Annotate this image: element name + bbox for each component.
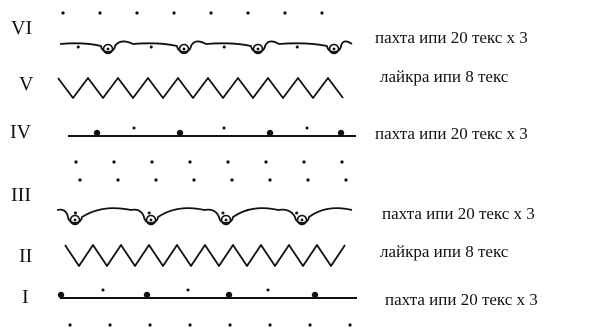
needle-dot-row-bottom <box>228 323 232 327</box>
yarn-label-row-i: пахта ипи 20 текс х 3 <box>385 290 538 309</box>
yarn-row-vi <box>59 40 353 53</box>
yarn-row-vi-loop <box>328 43 340 55</box>
row-numeral-i: I <box>22 286 29 308</box>
yarn-row-vi-loop <box>252 43 264 55</box>
yarn-row-iv-dot <box>132 126 136 130</box>
yarn-row-vi-loop-center <box>332 47 336 51</box>
needle-dot-row-top <box>98 11 102 15</box>
needle-dot-row-middle-1 <box>74 160 78 164</box>
row-numeral-iv: IV <box>10 121 32 143</box>
yarn-row-vi-loop-center <box>256 47 260 51</box>
needle-dot-row-middle-1 <box>264 160 268 164</box>
needle-dot-row-top <box>283 11 287 15</box>
yarn-row-iv-dot <box>222 126 226 130</box>
yarn-row-i-bead <box>225 291 233 299</box>
needle-dot-row-bottom <box>188 323 192 327</box>
yarn-row-vi-dot <box>149 45 153 49</box>
yarn-row-i-bead <box>311 291 319 299</box>
yarn-row-vi-loop-center <box>182 47 186 51</box>
needle-dot-row-middle-2 <box>116 178 120 182</box>
yarn-row-i-dot <box>186 288 190 292</box>
yarn-row-i-dot <box>266 288 270 292</box>
needle-dot-row-middle-1 <box>188 160 192 164</box>
yarn-label-row-iv: пахта ипи 20 текс х 3 <box>375 124 528 143</box>
yarn-row-vi-dot <box>295 45 299 49</box>
yarn-row-iii-loop-center <box>73 218 77 222</box>
yarn-row-ii <box>64 244 346 267</box>
yarn-row-vi-dot <box>222 45 226 49</box>
yarn-row-iii-loop <box>220 214 232 226</box>
needle-dot-row-middle-1 <box>150 160 154 164</box>
yarn-row-iii-loop <box>145 214 157 226</box>
yarn-row-i-bead <box>143 291 151 299</box>
yarn-row-vi-loop <box>178 43 190 55</box>
needle-dot-row-middle-1 <box>112 160 116 164</box>
yarn-row-iii-loop-center <box>149 218 153 222</box>
needle-dot-row-top <box>246 11 250 15</box>
yarn-row-iv-dot <box>305 126 309 130</box>
needle-dot-row-bottom <box>308 323 312 327</box>
yarn-row-iii-dot <box>221 211 225 215</box>
yarn-row-iv-bead <box>337 129 345 137</box>
needle-dot-row-bottom <box>348 323 352 327</box>
needle-dot-row-top <box>209 11 213 15</box>
yarn-label-row-ii: лайкра ипи 8 текс <box>380 242 509 261</box>
yarn-row-iii-dot <box>73 211 77 215</box>
yarn-row-i-dot <box>101 288 105 292</box>
yarn-row-vi-loop <box>102 43 114 55</box>
yarn-row-iv-bead <box>266 129 274 137</box>
row-numeral-vi: VI <box>11 17 33 39</box>
yarn-label-row-iii-ii: пахта ипи 20 текс х 3 <box>382 204 535 223</box>
needle-dot-row-middle-2 <box>306 178 310 182</box>
needle-dot-row-middle-2 <box>192 178 196 182</box>
yarn-row-iii-loop <box>296 214 308 226</box>
yarn-row-iii-dot <box>147 211 151 215</box>
yarn-row-iii-loop-center <box>224 218 228 222</box>
needle-dot-row-middle-1 <box>302 160 306 164</box>
needle-dot-row-middle-2 <box>230 178 234 182</box>
needle-dot-row-middle-2 <box>78 178 82 182</box>
yarn-row-iii-loop <box>69 214 81 226</box>
needle-dot-row-top <box>135 11 139 15</box>
row-numeral-iii: III <box>11 184 31 206</box>
yarn-row-iii-loop-center <box>300 218 304 222</box>
needle-dot-row-bottom <box>108 323 112 327</box>
needle-dot-row-top <box>320 11 324 15</box>
yarn-row-vi-loop-center <box>106 47 110 51</box>
yarn-label-row-v: лайкра ипи 8 текс <box>380 67 509 86</box>
needle-dot-row-middle-1 <box>340 160 344 164</box>
row-numeral-v: V <box>19 73 34 95</box>
needle-dot-row-middle-2 <box>154 178 158 182</box>
yarn-row-i-bead <box>57 291 65 299</box>
needle-dot-row-bottom <box>268 323 272 327</box>
yarn-row-iv-bead <box>93 129 101 137</box>
needle-dot-row-bottom <box>148 323 152 327</box>
yarn-row-iii-dot <box>295 211 299 215</box>
yarn-row-vi-dot <box>76 45 80 49</box>
needle-dot-row-bottom <box>68 323 72 327</box>
needle-dot-row-middle-2 <box>268 178 272 182</box>
needle-dot-row-top <box>61 11 65 15</box>
needle-dot-row-middle-1 <box>226 160 230 164</box>
needle-dot-row-middle-2 <box>344 178 348 182</box>
needle-dot-row-top <box>172 11 176 15</box>
row-numeral-ii: II <box>19 245 33 267</box>
yarn-row-v <box>57 77 344 99</box>
yarn-row-iv-bead <box>176 129 184 137</box>
yarn-row-iii <box>56 207 353 224</box>
yarn-label-row-vi: пахта ипи 20 текс х 3 <box>375 28 528 47</box>
